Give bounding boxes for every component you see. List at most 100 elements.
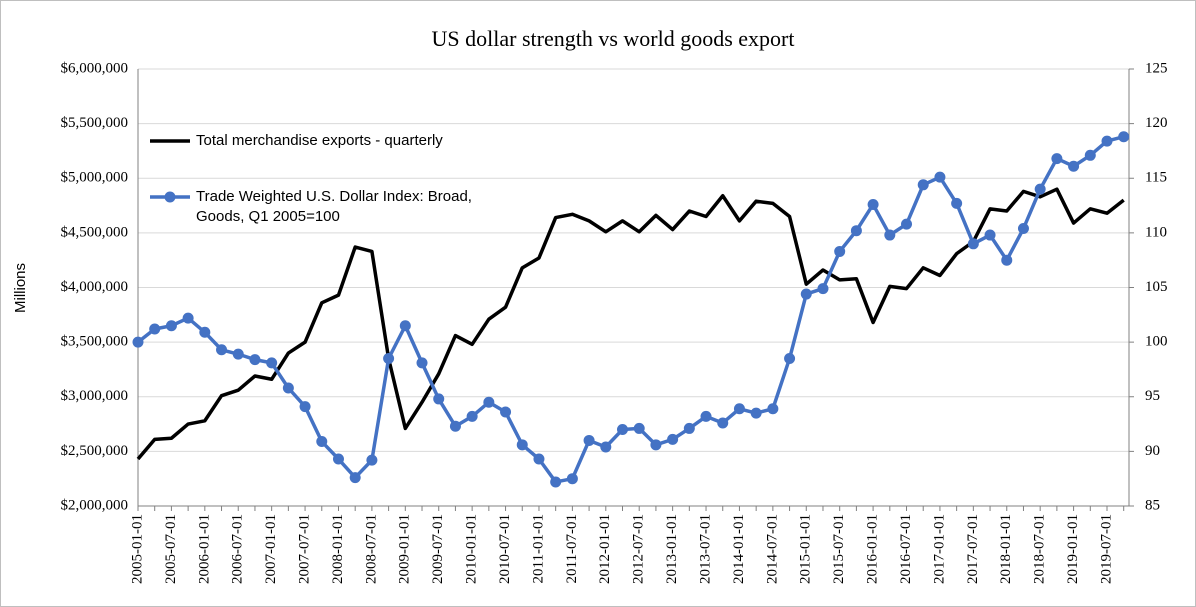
y-axis-label: Millions xyxy=(12,263,29,313)
x-tick-label: 2017-07-01 xyxy=(965,514,981,584)
x-tick-label: 2006-01-01 xyxy=(196,514,212,584)
data-point xyxy=(650,439,662,451)
y2-tick-label: 85 xyxy=(1145,497,1160,513)
y-tick-label: $3,000,000 xyxy=(61,388,129,404)
x-tick-label: 2008-07-01 xyxy=(363,514,379,584)
data-point xyxy=(951,197,963,209)
x-tick-label: 2015-07-01 xyxy=(831,514,847,584)
legend-marker xyxy=(164,191,176,203)
data-point xyxy=(1001,254,1013,266)
data-point xyxy=(1034,183,1046,195)
x-tick-label: 2005-07-01 xyxy=(163,514,179,584)
x-tick-label: 2019-01-01 xyxy=(1065,514,1081,584)
x-tick-label: 2010-07-01 xyxy=(497,514,513,584)
data-point xyxy=(717,417,729,429)
data-point xyxy=(633,422,645,434)
data-point xyxy=(232,348,244,360)
data-point xyxy=(399,320,411,332)
data-point xyxy=(316,436,328,448)
data-point xyxy=(500,406,512,418)
x-tick-label: 2011-01-01 xyxy=(530,514,546,583)
data-point xyxy=(299,401,311,413)
y2-tick-label: 125 xyxy=(1145,60,1168,76)
x-tick-label: 2014-01-01 xyxy=(731,514,747,584)
x-tick-label: 2014-07-01 xyxy=(764,514,780,584)
data-point xyxy=(533,453,545,465)
data-point xyxy=(249,354,261,366)
data-point xyxy=(182,312,194,324)
data-point xyxy=(416,357,428,369)
y-tick-label: $2,000,000 xyxy=(61,497,129,513)
x-tick-label: 2017-01-01 xyxy=(931,514,947,584)
legend-label: Trade Weighted U.S. Dollar Index: Broad,… xyxy=(196,188,472,225)
data-point xyxy=(566,473,578,485)
data-point xyxy=(550,476,562,488)
data-point xyxy=(132,336,144,348)
data-point xyxy=(1084,149,1096,161)
data-point xyxy=(967,238,979,250)
x-tick-label: 2005-01-01 xyxy=(129,514,145,584)
data-point xyxy=(349,472,361,484)
data-point xyxy=(750,407,762,419)
legend-item: Total merchandise exports - quarterly xyxy=(148,131,516,151)
x-tick-label: 2012-07-01 xyxy=(631,514,647,584)
y-tick-label: $2,500,000 xyxy=(61,443,129,459)
x-tick-label: 2008-01-01 xyxy=(330,514,346,584)
data-point xyxy=(516,439,528,451)
x-tick-label: 2006-07-01 xyxy=(230,514,246,584)
data-point xyxy=(1051,153,1063,165)
data-point xyxy=(165,320,177,332)
x-tick-label: 2012-01-01 xyxy=(597,514,613,584)
x-tick-label: 2009-07-01 xyxy=(430,514,446,584)
x-tick-label: 2018-01-01 xyxy=(998,514,1014,584)
data-point xyxy=(433,393,445,405)
y-tick-label: $5,500,000 xyxy=(61,115,129,131)
data-point xyxy=(867,198,879,210)
y2-tick-label: 115 xyxy=(1145,170,1167,186)
data-point xyxy=(700,410,712,422)
data-point xyxy=(934,171,946,183)
x-tick-label: 2019-07-01 xyxy=(1098,514,1114,584)
data-point xyxy=(332,453,344,465)
y-tick-label: $5,000,000 xyxy=(61,170,129,186)
data-point xyxy=(901,218,913,230)
data-point xyxy=(583,434,595,446)
x-tick-label: 2007-01-01 xyxy=(263,514,279,584)
y-tick-label: $6,000,000 xyxy=(61,60,129,76)
y2-tick-label: 90 xyxy=(1145,443,1160,459)
data-point xyxy=(483,396,495,408)
data-point xyxy=(216,344,228,356)
x-tick-label: 2011-07-01 xyxy=(564,514,580,583)
data-point xyxy=(667,433,679,445)
legend-item: Trade Weighted U.S. Dollar Index: Broad,… xyxy=(148,187,516,227)
x-tick-label: 2013-01-01 xyxy=(664,514,680,584)
data-point xyxy=(1068,160,1080,172)
y2-tick-label: 95 xyxy=(1145,388,1160,404)
data-point xyxy=(917,179,929,191)
data-point xyxy=(767,403,779,415)
series-line xyxy=(136,187,1125,461)
legend-swatch xyxy=(150,139,190,143)
data-point xyxy=(1118,131,1130,143)
data-point xyxy=(383,353,395,365)
x-tick-label: 2009-01-01 xyxy=(397,514,413,584)
x-tick-label: 2007-07-01 xyxy=(297,514,313,584)
y2-tick-label: 105 xyxy=(1145,279,1168,295)
data-point xyxy=(466,410,478,422)
y-tick-label: $4,000,000 xyxy=(61,279,129,295)
data-point xyxy=(449,420,461,432)
x-tick-label: 2013-07-01 xyxy=(697,514,713,584)
y2-tick-label: 120 xyxy=(1145,115,1168,131)
data-point xyxy=(800,288,812,300)
y-tick-label: $4,500,000 xyxy=(61,224,129,240)
data-point xyxy=(733,403,745,415)
data-point xyxy=(617,424,628,436)
x-tick-label: 2015-01-01 xyxy=(798,514,814,584)
x-tick-label: 2016-07-01 xyxy=(898,514,914,584)
data-point xyxy=(199,326,211,338)
data-point xyxy=(266,357,278,369)
data-point xyxy=(149,323,161,335)
x-tick-label: 2016-01-01 xyxy=(865,514,881,584)
data-point xyxy=(600,441,612,453)
